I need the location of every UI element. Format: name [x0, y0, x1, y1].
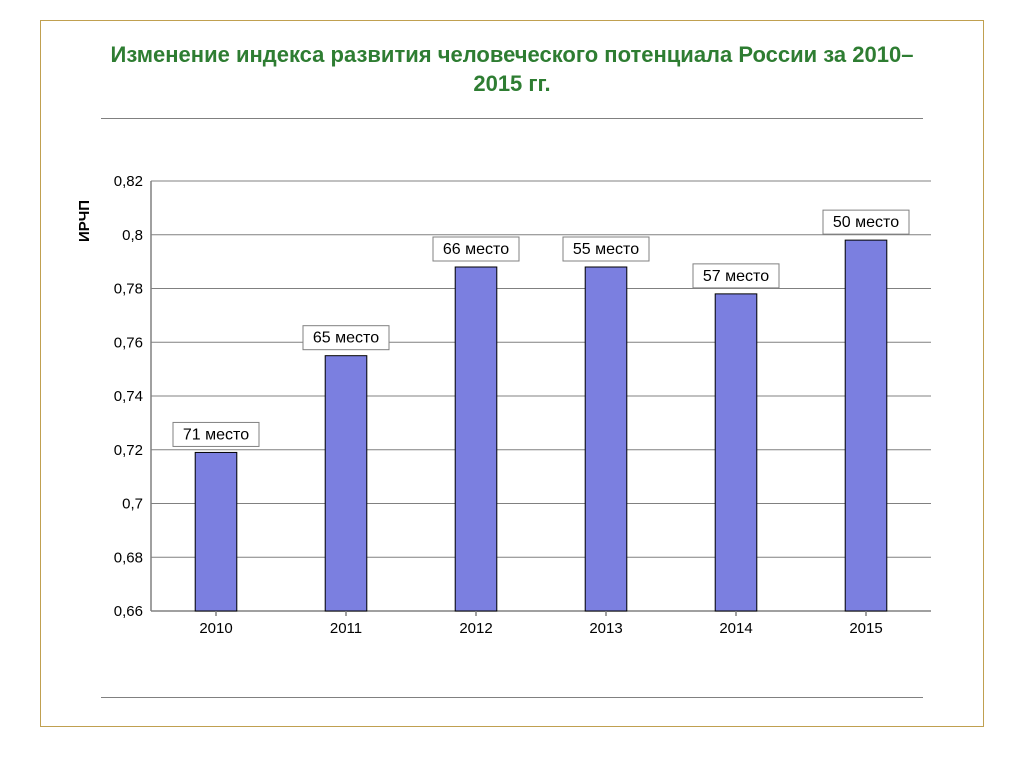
- data-label: 66 место: [443, 241, 509, 258]
- svg-text:0,66: 0,66: [114, 603, 143, 620]
- data-label: 50 место: [833, 214, 899, 231]
- svg-text:0,74: 0,74: [114, 388, 143, 405]
- svg-text:2010: 2010: [199, 620, 232, 637]
- bar: [845, 240, 887, 611]
- bar: [195, 452, 237, 611]
- svg-text:0,8: 0,8: [122, 227, 143, 244]
- divider-bottom: [101, 697, 923, 698]
- bar-chart: 0,66 0,68 0,7 0,72 0,74 0,76 0,78 0,8 0,82 ИРЧП 20…: [71, 151, 951, 651]
- data-label: 57 место: [703, 268, 769, 285]
- svg-text:0,7: 0,7: [122, 496, 143, 513]
- svg-text:0,72: 0,72: [114, 442, 143, 459]
- bar: [715, 294, 757, 611]
- bar: [325, 356, 367, 611]
- data-label: 55 место: [573, 241, 639, 258]
- title-container: Изменение индекса развития человеческого…: [41, 21, 983, 108]
- svg-text:ИРЧП: ИРЧП: [76, 200, 93, 242]
- bar: [585, 267, 627, 611]
- bar: [455, 267, 497, 611]
- chart-container: 0,66 0,68 0,7 0,72 0,74 0,76 0,78 0,8 0,82 ИРЧП 20…: [71, 151, 953, 651]
- chart-title: Изменение индекса развития человеческого…: [101, 41, 923, 98]
- svg-text:2012: 2012: [459, 620, 492, 637]
- divider-top: [101, 118, 923, 119]
- svg-text:2013: 2013: [589, 620, 622, 637]
- svg-text:2015: 2015: [849, 620, 882, 637]
- svg-text:0,82: 0,82: [114, 173, 143, 190]
- svg-text:0,68: 0,68: [114, 549, 143, 566]
- svg-text:2014: 2014: [719, 620, 752, 637]
- data-label: 65 место: [313, 330, 379, 347]
- data-label: 71 место: [183, 426, 249, 443]
- svg-text:2011: 2011: [330, 620, 362, 637]
- svg-text:0,78: 0,78: [114, 281, 143, 298]
- svg-text:0,76: 0,76: [114, 334, 143, 351]
- slide-frame: Изменение индекса развития человеческого…: [40, 20, 984, 727]
